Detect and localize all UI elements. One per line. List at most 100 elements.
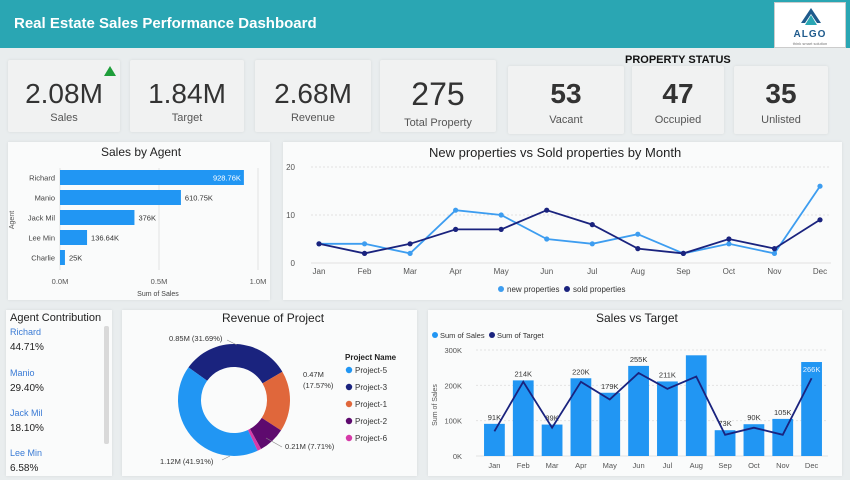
x-tick-label: Jan — [488, 461, 500, 470]
legend-marker — [345, 417, 353, 425]
y-axis-label: Agent — [9, 211, 16, 229]
company-logo: ALGO think smart solution — [774, 2, 846, 48]
legend-marker — [564, 286, 570, 292]
data-label: 376K — [138, 214, 156, 223]
legend-label: Project-6 — [355, 434, 388, 443]
data-point — [726, 236, 732, 242]
data-point — [817, 183, 823, 189]
x-tick-label: May — [494, 267, 509, 276]
chart-title: Sales vs Target — [596, 311, 678, 325]
status-card-unlisted[interactable]: 35 Unlisted — [734, 66, 828, 134]
agent-bar — [60, 190, 181, 205]
kpi-label: Total Property — [404, 117, 472, 129]
agent-name: Jack Mil — [10, 408, 43, 418]
slice-label: 0.21M (7.71%) — [285, 442, 335, 451]
x-tick-label: Mar — [546, 461, 559, 470]
data-label: 220K — [572, 367, 590, 376]
panel-title: Agent Contribution — [10, 312, 102, 324]
legend-marker — [345, 400, 353, 408]
kpi-value: 1.84M — [148, 78, 226, 109]
agent-pct: 44.71% — [10, 342, 44, 353]
y-tick-label: 0 — [291, 259, 296, 268]
data-point — [407, 241, 413, 247]
sales-vs-target-panel: Sales vs Target 0K 100K 200K 300K Sum of Sal… — [428, 310, 842, 476]
data-point — [498, 226, 504, 232]
data-label: 214K — [514, 369, 532, 378]
data-point — [316, 241, 322, 247]
kpi-value: 2.68M — [274, 78, 352, 109]
legend-label: Project-5 — [355, 366, 388, 375]
x-tick-label: Feb — [358, 267, 372, 276]
logo-icon — [801, 8, 821, 25]
sales-bar — [570, 378, 592, 456]
x-tick-label: Jun — [540, 267, 553, 276]
y-tick-label: 20 — [286, 163, 295, 172]
legend-label: Project-3 — [355, 383, 388, 392]
data-point — [589, 241, 595, 247]
x-axis-label: Sum of Sales — [137, 291, 179, 298]
data-point — [544, 236, 550, 242]
status-card-vacant[interactable]: 53 Vacant — [508, 66, 624, 134]
y-tick-label: 300K — [444, 346, 462, 355]
data-point — [771, 246, 778, 252]
x-tick-label: Oct — [748, 461, 761, 470]
data-point — [453, 207, 459, 213]
x-tick-label: Oct — [723, 267, 736, 276]
kpi-label: Sales — [50, 112, 78, 124]
slice-label: 0.47M — [303, 370, 324, 379]
sales-bar — [599, 392, 621, 456]
status-label: Vacant — [549, 114, 583, 126]
y-tick-label: 0K — [453, 452, 462, 461]
category-label: Charlie — [31, 254, 55, 263]
x-tick-label: Sep — [718, 461, 731, 470]
legend-label: new properties — [507, 285, 559, 294]
agent-bar — [60, 170, 244, 185]
slice-label: (17.57%) — [303, 381, 334, 390]
kpi-card-target[interactable]: 1.84M Target — [130, 60, 244, 132]
scrollbar[interactable] — [104, 326, 109, 444]
x-tick-label: Aug — [631, 267, 645, 276]
agent-bar — [60, 250, 65, 265]
data-label: 91K — [488, 413, 501, 422]
kpi-card-sales[interactable]: 2.08M Sales — [8, 60, 120, 132]
donut-slice — [177, 367, 258, 456]
data-point — [726, 241, 732, 247]
agent-bar — [60, 210, 135, 225]
data-label: 211K — [659, 370, 676, 379]
kpi-card-total-property[interactable]: 275 Total Property — [380, 60, 496, 132]
x-tick-label: Apr — [449, 267, 462, 276]
sales-bar — [484, 423, 505, 456]
legend-marker — [345, 366, 353, 374]
sales-bar — [743, 424, 765, 456]
agent-pct: 29.40% — [10, 383, 44, 394]
status-value: 47 — [662, 78, 694, 109]
kpi-card-revenue[interactable]: 2.68M Revenue — [255, 60, 371, 132]
status-card-occupied[interactable]: 47 Occupied — [632, 66, 724, 134]
data-label: 136.64K — [91, 234, 119, 243]
data-label: 266K — [803, 365, 821, 374]
legend-marker — [345, 434, 353, 442]
sales-bar — [657, 381, 678, 456]
monthly-properties-chart: 0 10 20 Jan Feb Mar Apr May Jun Jul Aug Sep Oct Nov De… — [286, 163, 831, 294]
agent-contribution-panel: Agent Contribution Richard 44.71% Manio … — [6, 310, 112, 476]
page-title: Real Estate Sales Performance Dashboard — [14, 15, 317, 32]
sales-vs-target-chart: 0K 100K 200K 300K Sum of Sales 91K Jan 214K Feb 8… — [432, 331, 828, 470]
data-point — [453, 226, 459, 232]
monthly-properties-panel: New properties vs Sold properties by Mon… — [283, 142, 842, 300]
legend-label: Project-2 — [355, 417, 388, 426]
legend-title: Project Name — [345, 353, 397, 362]
legend-label: sold properties — [573, 285, 625, 294]
sales-by-agent-panel: Sales by Agent Agent Richard 928.76K Manio 6… — [8, 142, 270, 300]
data-point — [771, 250, 778, 256]
category-label: Richard — [29, 174, 55, 183]
data-label: 73K — [718, 419, 731, 428]
chart-title: Revenue of Project — [222, 311, 325, 325]
donut-slice — [261, 371, 290, 431]
sales-by-agent-chart: Agent Richard 928.76K Manio 610.75K Jack Mil 3… — [9, 168, 266, 298]
target-line — [493, 371, 813, 436]
data-label: 105K — [774, 408, 792, 417]
kpi-value: 2.08M — [25, 78, 103, 109]
revenue-donut-chart: 0.85M (31.69%) 0.47M (17.57%) 0.21M (7.71%)… — [160, 334, 397, 466]
dashboard-header: Real Estate Sales Performance Dashboard — [0, 0, 850, 48]
chart-title: New properties vs Sold properties by Mon… — [429, 145, 682, 160]
